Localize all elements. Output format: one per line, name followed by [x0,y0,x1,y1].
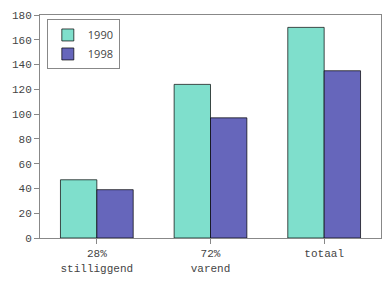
svg-text:60: 60 [19,159,32,171]
svg-text:72%varend: 72%varend [191,248,231,274]
svg-text:20: 20 [19,208,32,220]
svg-text:0: 0 [25,233,32,245]
svg-text:28%stilliggend: 28%stilliggend [61,248,134,274]
svg-text:1998: 1998 [88,46,113,61]
svg-text:140: 140 [12,59,32,71]
svg-text:160: 160 [12,35,32,47]
svg-text:totaal: totaal [304,248,344,260]
svg-text:40: 40 [19,183,32,195]
svg-text:180: 180 [12,10,32,22]
svg-text:120: 120 [12,84,32,96]
svg-text:1990: 1990 [88,27,113,42]
svg-text:80: 80 [19,134,32,146]
svg-text:100: 100 [12,109,32,121]
